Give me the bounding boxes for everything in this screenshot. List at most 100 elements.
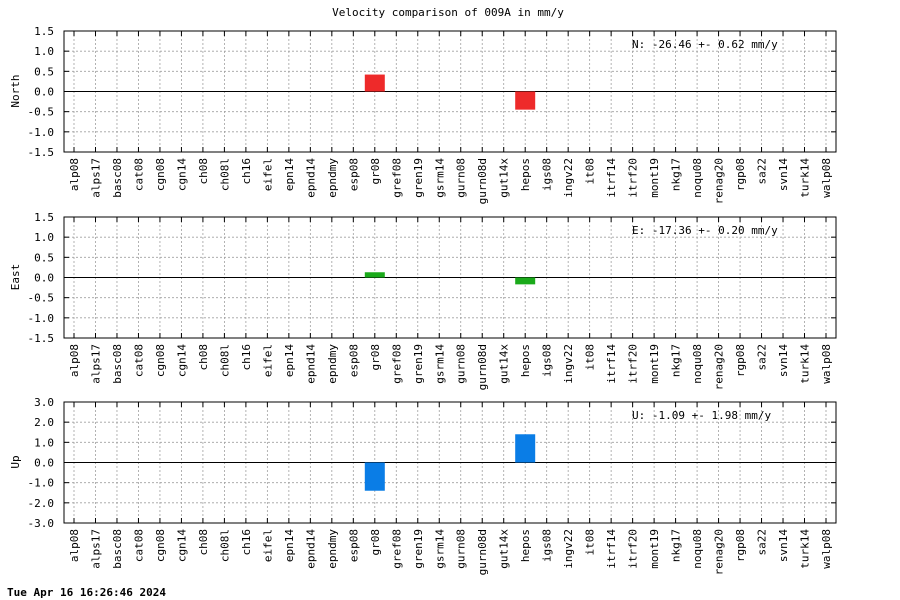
up-ytick-label: -1.0	[28, 477, 55, 490]
up-ytick-label: 1.0	[34, 436, 54, 449]
up-bar-gr08	[364, 462, 385, 491]
up-category-label: ch08	[197, 529, 210, 556]
up-category-label: cat08	[132, 529, 145, 562]
north-category-label: gref08	[390, 158, 403, 198]
east-category-label: hepos	[519, 344, 532, 377]
east-category-label: cgn08	[154, 344, 167, 377]
north-category-label: epnd14	[304, 158, 317, 198]
east-category-label: renag20	[713, 344, 726, 390]
up-category-label: sa22	[756, 529, 769, 556]
up-category-label: epnd14	[304, 529, 317, 569]
up-category-label: gsrm14	[433, 529, 446, 569]
up-category-label: cgn14	[175, 529, 188, 562]
east-category-label: alps17	[89, 344, 102, 384]
north-bar-gr08	[364, 74, 385, 92]
east-category-label: igs08	[541, 344, 554, 377]
north-category-label: gurn08d	[476, 158, 489, 204]
east-category-label: gsrm14	[433, 344, 446, 384]
north-category-label: rgp08	[734, 158, 747, 191]
up-category-label: gren19	[412, 529, 425, 569]
north-ytick-label: 0.0	[34, 86, 54, 99]
up-category-label: ingv22	[562, 529, 575, 569]
north-category-label: walp08	[820, 158, 833, 198]
north-category-label: nkg17	[670, 158, 683, 191]
up-category-label: gut14x	[498, 529, 511, 569]
east-category-label: walp08	[820, 344, 833, 384]
east-ytick-label: -1.5	[28, 332, 55, 345]
up-category-label: esp08	[347, 529, 360, 562]
east-ytick-label: -1.0	[28, 312, 55, 325]
up-category-label: itrf20	[627, 529, 640, 569]
up-category-label: igs08	[541, 529, 554, 562]
north-category-label: cat08	[132, 158, 145, 191]
north-category-label: itrf14	[605, 158, 618, 198]
east-category-label: alp08	[68, 344, 81, 377]
up-category-label: ch08l	[218, 529, 231, 562]
north-category-label: esp08	[347, 158, 360, 191]
up-category-label: eifel	[261, 529, 274, 562]
up-category-label: turk14	[799, 529, 812, 569]
north-category-label: hepos	[519, 158, 532, 191]
east-category-label: esp08	[347, 344, 360, 377]
north-category-label: turk14	[799, 158, 812, 198]
east-category-label: eifel	[261, 344, 274, 377]
north-ytick-label: 0.5	[34, 65, 54, 78]
east-category-label: epn14	[283, 344, 296, 377]
chart-title: Velocity comparison of 009A in mm/y	[332, 6, 564, 19]
up-category-label: cgn08	[154, 529, 167, 562]
north-ytick-label: -0.5	[28, 106, 55, 119]
east-category-label: epndmy	[326, 344, 339, 384]
north-bar-hepos	[515, 91, 536, 110]
north-category-label: noqu08	[691, 158, 704, 198]
up-category-label: nkg17	[670, 529, 683, 562]
north-category-label: epndmy	[326, 158, 339, 198]
up-ytick-label: -3.0	[28, 517, 55, 530]
east-category-label: epnd14	[304, 344, 317, 384]
east-category-label: mont19	[648, 344, 661, 384]
up-category-label: rgp08	[734, 529, 747, 562]
north-ytick-label: -1.0	[28, 126, 55, 139]
north-category-label: basc08	[111, 158, 124, 198]
east-category-label: turk14	[799, 344, 812, 384]
timestamp-footer: Tue Apr 16 16:26:46 2024	[7, 586, 166, 599]
north-category-label: eifel	[261, 158, 274, 191]
east-category-label: cat08	[132, 344, 145, 377]
north-category-label: gut14x	[498, 158, 511, 198]
east-category-label: gut14x	[498, 344, 511, 384]
up-category-label: epn14	[283, 529, 296, 562]
east-category-label: sa22	[756, 344, 769, 371]
east-ytick-label: 1.5	[34, 211, 54, 224]
up-ytick-label: 0.0	[34, 457, 54, 470]
north-category-label: it08	[584, 158, 597, 185]
east-ytick-label: 0.0	[34, 272, 54, 285]
north-axis-label: North	[9, 74, 22, 107]
up-category-label: alp08	[68, 529, 81, 562]
up-ytick-label: 2.0	[34, 416, 54, 429]
north-category-label: gurn08	[455, 158, 468, 198]
north-plot-frame	[63, 30, 837, 153]
up-plot-frame	[63, 401, 837, 524]
east-category-label: nkg17	[670, 344, 683, 377]
north-category-label: cgn08	[154, 158, 167, 191]
up-category-label: renag20	[713, 529, 726, 575]
north-category-label: alps17	[89, 158, 102, 198]
north-category-label: svn14	[777, 158, 790, 191]
north-ytick-label: 1.5	[34, 25, 54, 38]
east-category-label: itrf14	[605, 344, 618, 384]
up-ytick-label: 3.0	[34, 396, 54, 409]
up-bar-hepos	[515, 434, 536, 463]
east-category-label: gr08	[369, 344, 382, 371]
north-category-label: ingv22	[562, 158, 575, 198]
east-category-label: basc08	[111, 344, 124, 384]
north-ytick-label: -1.5	[28, 146, 55, 159]
north-category-label: gsrm14	[433, 158, 446, 198]
north-category-label: cgn14	[175, 158, 188, 191]
east-bar-gr08	[364, 272, 385, 278]
east-ytick-label: 0.5	[34, 251, 54, 264]
north-category-label: sa22	[756, 158, 769, 185]
north-category-label: renag20	[713, 158, 726, 204]
up-category-label: svn14	[777, 529, 790, 562]
east-category-label: noqu08	[691, 344, 704, 384]
north-category-label: gren19	[412, 158, 425, 198]
